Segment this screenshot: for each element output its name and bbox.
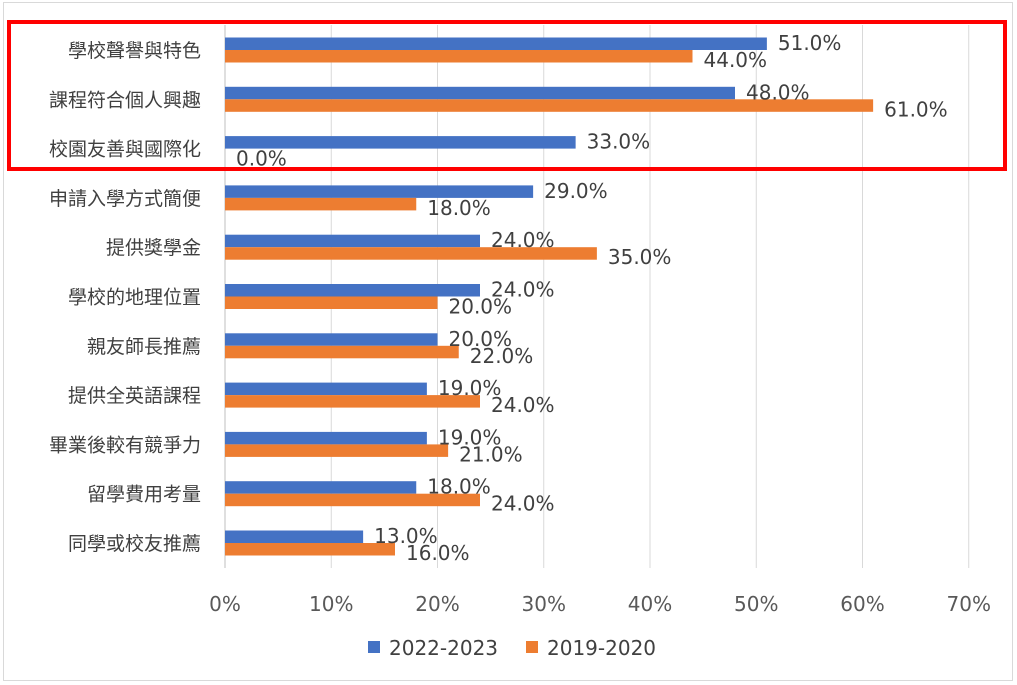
category-label: 提供獎學金 [106,237,201,259]
x-tick-label: 0% [209,592,241,616]
data-label: 0.0% [236,147,287,171]
data-label: 29.0% [544,179,608,203]
bar-2022-2023 [225,284,480,297]
bar-2022-2023 [225,333,438,346]
data-label: 24.0% [491,278,555,302]
data-label: 51.0% [778,31,842,55]
bar-2019-2020 [225,197,417,211]
legend-label: 2022-2023 [389,636,498,660]
data-label: 22.0% [470,344,534,368]
category-label: 課程符合個人興趣 [49,89,201,111]
data-label: 33.0% [587,130,651,154]
bar-2019-2020 [225,345,459,359]
bar-2022-2023 [225,86,735,100]
x-tick-label: 20% [415,592,459,616]
legend-label: 2019-2020 [547,636,656,660]
bar-2022-2023 [225,136,576,149]
data-label: 16.0% [406,541,470,565]
data-label: 24.0% [491,393,555,417]
category-label: 申請入學方式簡便 [49,188,201,210]
data-label: 13.0% [374,524,438,548]
data-label: 18.0% [427,196,491,220]
highlight-box [7,20,1007,171]
bar-2019-2020 [225,50,693,63]
gridlines [224,25,970,568]
category-label: 留學費用考量 [87,484,201,506]
legend: 2022-2023 2019-2020 [368,636,656,660]
bar-2019-2020 [225,444,449,457]
data-label: 21.0% [459,442,523,466]
bar-2022-2023 [225,382,427,396]
category-label: 提供全英語課程 [68,385,201,407]
x-tick-label: 60% [840,592,884,616]
data-label: 19.0% [438,376,502,400]
bar-2019-2020 [225,543,395,556]
bar-2019-2020 [225,247,597,260]
category-label: 同學或校友推薦 [68,533,201,555]
bar-2019-2020 [225,395,480,408]
data-label: 20.0% [449,327,513,351]
x-tick-label: 40% [628,592,672,616]
bars [225,37,874,556]
x-tick-label: 50% [734,592,778,616]
x-tick-label: 30% [522,592,566,616]
x-axis-ticks: 0% 10% 20% 30% 40% 50% 60% 70% [209,592,991,616]
data-labels: 51.0%44.0%48.0%61.0%33.0%0.0%29.0%18.0%2… [236,31,948,565]
bar-2022-2023 [225,431,427,445]
highlight-rect [7,20,1007,171]
data-label: 24.0% [491,492,555,516]
legend-swatch [368,641,380,653]
category-label: 學校的地理位置 [68,287,201,309]
data-label: 18.0% [427,475,491,499]
category-labels: 學校聲譽與特色課程符合個人興趣校園友善與國際化申請入學方式簡便提供獎學金學校的地… [49,40,201,555]
bar-2022-2023 [225,481,417,494]
bar-2019-2020 [225,493,480,507]
bar-2022-2023 [225,37,767,50]
x-tick-label: 70% [947,592,991,616]
category-label: 親友師長推薦 [87,336,201,358]
data-label: 19.0% [438,425,502,449]
data-label: 61.0% [884,97,948,121]
bar-2019-2020 [225,99,874,112]
data-label: 35.0% [608,245,672,269]
chart-frame [3,2,1013,681]
data-label: 48.0% [746,80,810,104]
bar-2019-2020 [225,296,438,309]
category-label: 學校聲譽與特色 [68,40,201,62]
category-label: 校園友善與國際化 [49,139,201,161]
data-label: 44.0% [704,48,768,72]
legend-swatch [526,641,538,653]
category-label: 畢業後較有競爭力 [49,434,201,456]
bar-2022-2023 [225,530,364,543]
bar-2022-2023 [225,234,480,248]
data-label: 20.0% [449,295,513,319]
x-tick-label: 10% [309,592,353,616]
data-label: 24.0% [491,228,555,252]
bar-2022-2023 [225,185,534,198]
